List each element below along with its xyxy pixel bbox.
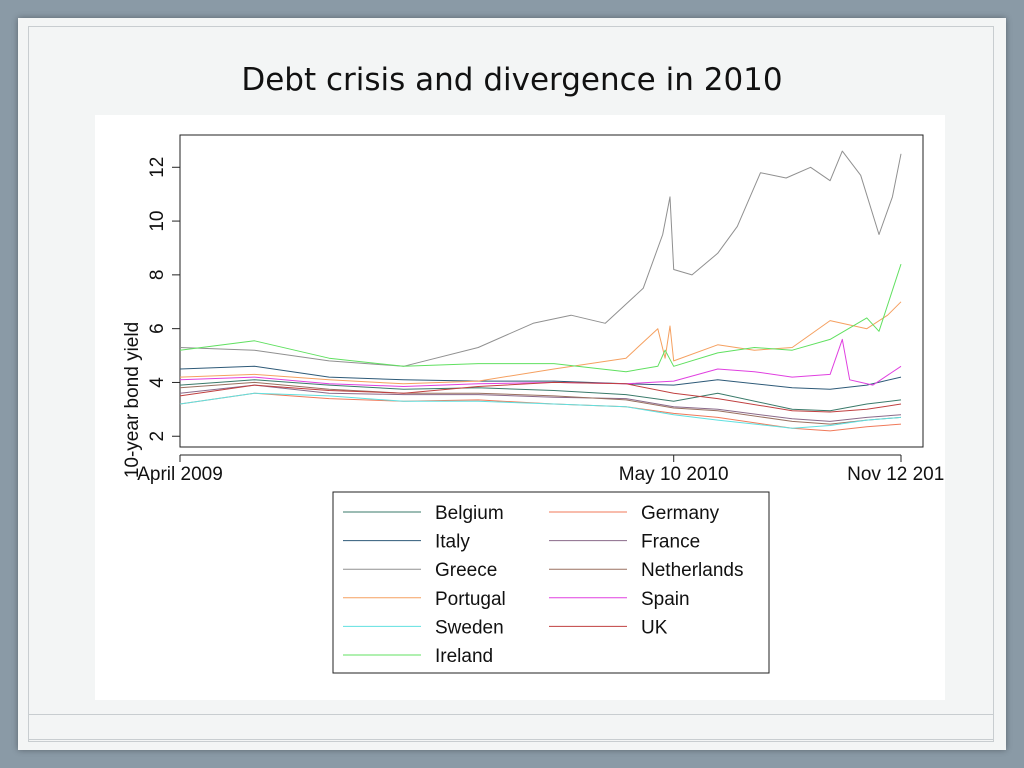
y-tick-label: 10 bbox=[147, 210, 168, 231]
series-line-spain bbox=[179, 338, 902, 387]
y-tick-label: 6 bbox=[147, 323, 168, 334]
slide-title: Debt crisis and divergence in 2010 bbox=[241, 62, 783, 98]
y-tick-label: 8 bbox=[147, 270, 168, 281]
series-line-belgium bbox=[179, 379, 902, 412]
x-tick-label: May 10 2010 bbox=[619, 464, 729, 485]
series-line-greece bbox=[179, 150, 902, 367]
legend-box bbox=[332, 491, 770, 674]
x-tick-label: April 2009 bbox=[137, 464, 223, 485]
legend-label: Portugal bbox=[435, 589, 506, 610]
series-line-france bbox=[179, 384, 902, 422]
y-tick-label: 2 bbox=[147, 431, 168, 442]
slide-border bbox=[28, 26, 994, 742]
legend-label: Ireland bbox=[435, 646, 493, 667]
series-line-netherlands bbox=[179, 381, 902, 425]
y-tick-label: 12 bbox=[147, 157, 168, 178]
series-line-germany bbox=[179, 392, 902, 432]
legend-label: Greece bbox=[435, 560, 497, 581]
legend-label: Netherlands bbox=[641, 560, 743, 581]
y-axis-label: 10-year bond yield bbox=[122, 322, 143, 478]
legend-label: Germany bbox=[641, 503, 720, 524]
legend-label: Italy bbox=[435, 532, 470, 553]
legend-label: France bbox=[641, 532, 700, 553]
series-line-sweden bbox=[179, 392, 902, 429]
series-line-portugal bbox=[179, 301, 902, 385]
legend-label: Spain bbox=[641, 589, 690, 610]
line-chart: 10-year bond yield 2 4 6 8 10 12 April 2009 May… bbox=[122, 134, 945, 674]
legend-label: Sweden bbox=[435, 617, 504, 638]
x-tick-label: Nov 12 2010 bbox=[847, 464, 945, 485]
series-line-ireland bbox=[179, 263, 902, 373]
y-tick-label: 4 bbox=[147, 377, 168, 388]
chart-panel: 10-year bond yield 2 4 6 8 10 12 April 2009 May… bbox=[95, 115, 945, 700]
slide-footer-rule bbox=[28, 714, 994, 740]
legend-label: UK bbox=[641, 617, 668, 638]
series-line-uk bbox=[179, 381, 902, 413]
legend-label: Belgium bbox=[435, 503, 504, 524]
plot-frame bbox=[179, 134, 924, 448]
